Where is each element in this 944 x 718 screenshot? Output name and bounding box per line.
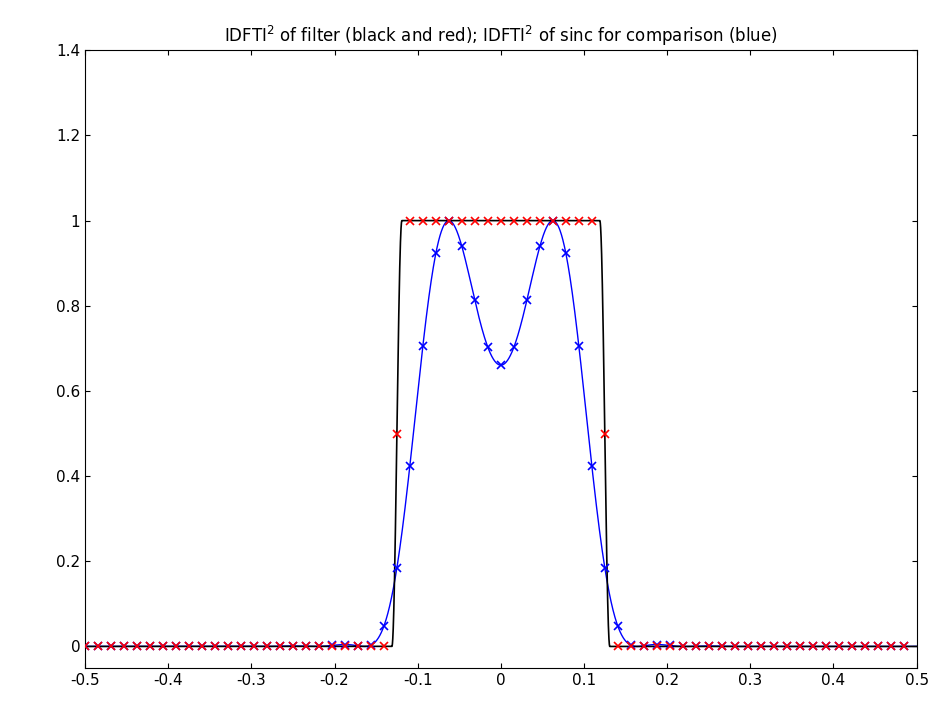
Title: IDFTI$^2$ of filter (black and red); IDFTI$^2$ of sinc for comparison (blue): IDFTI$^2$ of filter (black and red); IDF… — [224, 24, 777, 48]
